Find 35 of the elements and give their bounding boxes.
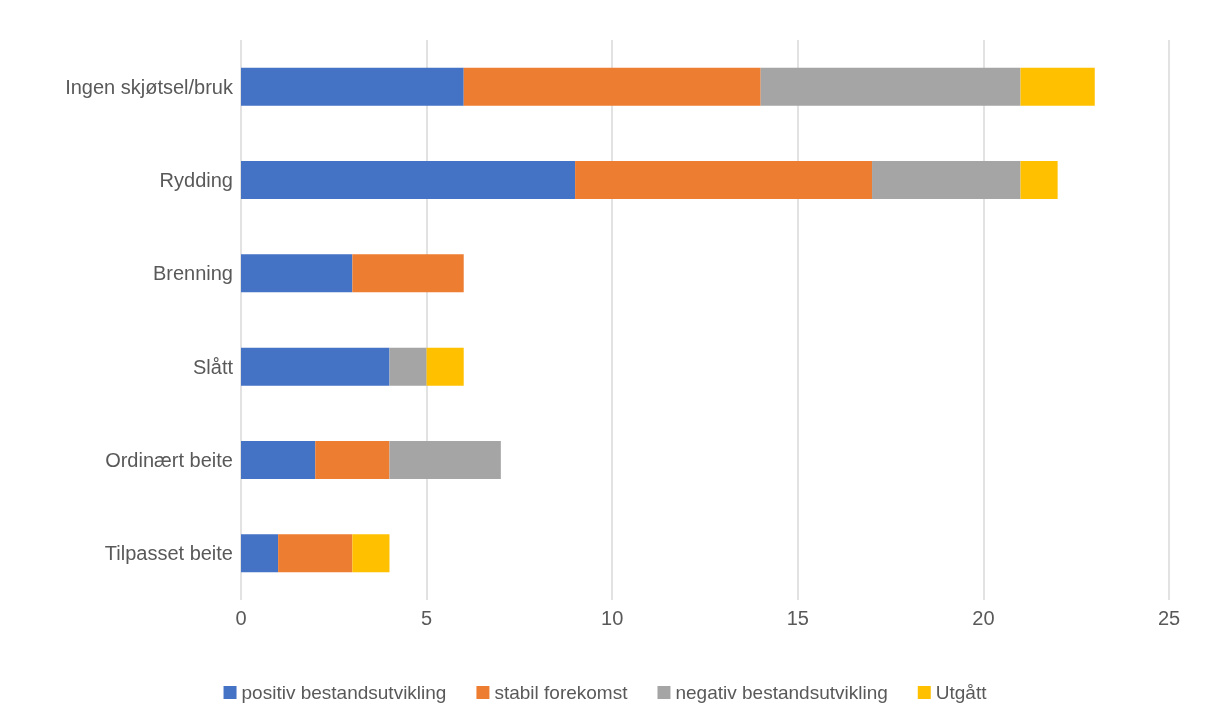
bar	[278, 534, 353, 573]
bar	[426, 347, 464, 386]
bar	[241, 67, 464, 106]
bar	[241, 254, 353, 293]
y-tick-label: Slått	[192, 355, 234, 378]
bar	[760, 67, 1021, 106]
bar	[241, 347, 390, 386]
bar	[389, 441, 501, 479]
y-tick-label: Brenning	[152, 262, 233, 285]
x-tick-label: 20	[972, 607, 995, 629]
bar	[352, 254, 464, 293]
bar	[463, 67, 761, 106]
bar	[352, 534, 390, 573]
bar	[872, 161, 1021, 199]
y-tick-label: Ingen skjøtsel/bruk	[65, 75, 234, 98]
bar	[241, 534, 279, 573]
x-tick-label: 25	[1157, 607, 1181, 629]
y-tick-label: Ordinært beite	[105, 449, 233, 471]
y-tick-label: Rydding	[159, 169, 233, 191]
bar	[575, 161, 873, 199]
x-tick-label: 0	[235, 607, 247, 629]
bar	[315, 441, 390, 479]
bar	[241, 161, 576, 199]
x-tick-label: 10	[601, 607, 624, 629]
legend-label: stabil forekomst	[494, 682, 629, 703]
bar	[389, 347, 427, 386]
bar	[1020, 161, 1058, 199]
x-tick-label: 5	[421, 607, 433, 629]
legend-label: negativ bestandsutvikling	[675, 682, 888, 703]
y-tick-label: Tilpasset beite	[104, 542, 233, 565]
legend-label: positiv bestandsutvikling	[241, 682, 447, 703]
bar	[1020, 67, 1095, 106]
x-tick-label: 15	[786, 607, 809, 629]
bar	[241, 441, 316, 479]
legend-label: Utgått	[935, 682, 988, 703]
